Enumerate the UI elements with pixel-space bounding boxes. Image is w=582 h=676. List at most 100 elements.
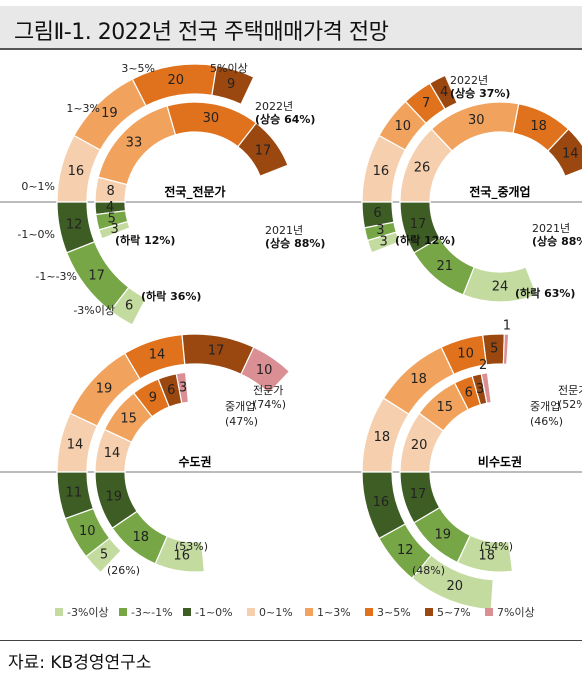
legend-label-2: -1~0% — [195, 606, 233, 619]
chart-4-inner-value--1~0%: 17 — [410, 487, 427, 502]
chart-4-outer-label-line1: 전문가 — [558, 384, 582, 397]
legend-label-4: 1~3% — [317, 606, 351, 619]
chart-1-cat-2: 3~5% — [121, 62, 155, 75]
chart-2-outer-value-3~5%: 7 — [422, 96, 430, 111]
chart-3-outer-value-7%이상: 10 — [256, 363, 273, 378]
chart-1-inner-label-line2: (상승 64%) — [255, 112, 315, 126]
chart-2-inner-value--3%이상: 24 — [492, 280, 509, 295]
chart-1-cat-3: 5%이상 — [210, 62, 248, 75]
chart-3-outer-value-0~1%: 14 — [67, 438, 84, 453]
legend-label-0: -3%이상 — [67, 606, 109, 619]
chart-1-cat-6: -3%이상 — [73, 304, 115, 317]
chart-4-outer-value--3%이상: 20 — [446, 579, 463, 594]
chart-1-outer-wedge--3~-1% — [65, 240, 130, 312]
chart-3-outer-label-line2: (74%) — [253, 398, 286, 411]
legend-label-6: 5~7% — [437, 606, 471, 619]
chart-4-outer-value-5~7%: 5 — [490, 342, 498, 357]
chart-4-inner-wedge--3~-1% — [413, 506, 471, 564]
chart-3-outer-wedge--3~-1% — [64, 507, 111, 558]
chart-2-center-label: 전국_중개업 — [469, 184, 530, 200]
chart-1-inner-value-5~7%: 17 — [255, 143, 272, 158]
source-divider — [0, 640, 582, 641]
chart-3-outer-wedge-7%이상 — [240, 346, 291, 395]
chart-1-inner-value--3~-1%: 5 — [108, 212, 116, 227]
legend-swatch-1 — [119, 608, 127, 616]
chart-3-outer-value-3~5%: 14 — [149, 348, 166, 363]
legend-swatch-0 — [55, 608, 63, 616]
chart-3-inner-wedge-7%이상 — [175, 371, 190, 404]
legend-label-7: 7%이상 — [497, 606, 535, 619]
chart-3-inner-value-0~1%: 14 — [104, 446, 121, 461]
chart-2-outer-wedge--3~-1% — [363, 221, 398, 242]
chart-1-inner-value--1~0%: 4 — [106, 200, 114, 215]
chart-1-inner-label-line1: 2022년 — [255, 100, 293, 113]
chart-2-outer-label-line1: 2021년 — [532, 222, 570, 235]
chart-1-outer-value-0~1%: 16 — [68, 164, 85, 179]
chart-2-inner-value-1~3%: 30 — [468, 113, 485, 128]
chart-3-inner-wedge--3%이상 — [154, 535, 206, 573]
chart-1-inner-wedge--3~-1% — [95, 210, 129, 231]
chart-1-outer-value-5~7%: 9 — [227, 77, 235, 92]
chart-2-outer-down: (하락 12%) — [395, 233, 455, 247]
legend-label-5: 3~5% — [377, 606, 411, 619]
chart-3-outer-wedge--1~0% — [56, 471, 95, 520]
chart-4-inner-wedge-7%이상 — [480, 372, 492, 404]
chart-2-outer-value-1~3%: 10 — [395, 119, 412, 134]
chart-3-inner-down: (53%) — [175, 540, 208, 553]
chart-4-inner-label-line2: (46%) — [530, 415, 563, 428]
chart-2-outer-wedge--3%이상 — [366, 231, 401, 254]
chart-2-outer-value--3%이상: 3 — [379, 234, 387, 249]
chart-4-inner-label-line1: 중개업 — [530, 400, 560, 413]
chart-4-inner-value-5~7%: 3 — [476, 382, 484, 397]
chart-4-outer-value-1~3%: 18 — [410, 372, 427, 387]
source-note: 자료: KB경영연구소 — [8, 653, 152, 673]
chart-1-outer-value--1~0%: 12 — [66, 218, 83, 233]
chart-2-inner-wedge--3%이상 — [462, 266, 538, 303]
chart-1-outer-label-line2: (상승 88%) — [265, 236, 325, 250]
chart-3-outer-value--3%이상: 5 — [100, 547, 108, 562]
chart-3-inner-value-1~3%: 15 — [120, 411, 137, 426]
chart-1-inner-down: (하락 36%) — [141, 289, 201, 303]
chart-3-inner-value-5~7%: 6 — [167, 383, 175, 398]
chart-4-outer-value--3~-1%: 12 — [397, 543, 414, 558]
chart-3-outer-value-1~3%: 19 — [96, 382, 113, 397]
chart-4-inner-wedge--3%이상 — [456, 534, 514, 573]
chart-1-inner-value-0~1%: 8 — [107, 184, 115, 199]
chart-4-inner-wedge--1~0% — [399, 471, 441, 524]
chart-2-inner-label-line2: (상승 37%) — [450, 86, 510, 100]
chart-4-inner-down: (54%) — [480, 540, 513, 553]
chart-1-outer-down: (하락 12%) — [115, 233, 175, 247]
chart-3-inner-value-7%이상: 3 — [179, 380, 187, 395]
legend-swatch-4 — [305, 608, 313, 616]
chart-2-outer-value-0~1%: 16 — [373, 164, 390, 179]
chart-1-outer-value--3%이상: 6 — [125, 298, 133, 313]
chart-1-cat-5: -1~-3% — [35, 270, 77, 283]
chart-1-center-label: 전국_전문가 — [164, 184, 225, 200]
chart-2-inner-value-5~7%: 14 — [562, 147, 579, 162]
chart-1-inner-value--3%이상: 3 — [110, 222, 118, 237]
chart-4-inner-value-1~3%: 15 — [437, 400, 454, 415]
chart-3-inner-value--1~0%: 19 — [105, 489, 122, 504]
legend-label-1: -3~-1% — [131, 606, 173, 619]
chart-1-outer-value-1~3%: 19 — [101, 106, 118, 121]
chart-4-outer-wedge--3~-1% — [378, 523, 433, 580]
chart-2-inner-value-3~5%: 18 — [530, 119, 547, 134]
chart-4-outer-wedge--1~0% — [361, 471, 407, 540]
chart-3-center-label: 수도권 — [178, 455, 211, 469]
chart-2-outer-value--3~-1%: 3 — [376, 223, 384, 238]
chart-1-inner-value-3~5%: 30 — [203, 111, 220, 126]
chart-1-outer-value-3~5%: 20 — [167, 73, 184, 88]
chart-3-outer-value-5~7%: 17 — [208, 343, 225, 358]
chart-2-inner-value--1~0%: 17 — [410, 217, 427, 232]
chart-4-outer-wedge--3%이상 — [411, 554, 494, 611]
figure-title-bar: 그림Ⅱ-1. 2022년 전국 주택매매가격 전망 — [0, 6, 582, 50]
chart-2-outer-value--1~0%: 6 — [373, 206, 381, 221]
chart-4-outer-wedge-7%이상 — [502, 333, 510, 365]
legend-swatch-6 — [425, 608, 433, 616]
chart-1-cat-4: -1~0% — [17, 228, 55, 241]
chart-4-inner-value-7%이상: 2 — [479, 358, 487, 373]
chart-1-inner-wedge-5~7% — [237, 122, 289, 178]
chart-3-inner-value--3%이상: 16 — [173, 548, 190, 563]
legend-swatch-7 — [485, 608, 493, 616]
